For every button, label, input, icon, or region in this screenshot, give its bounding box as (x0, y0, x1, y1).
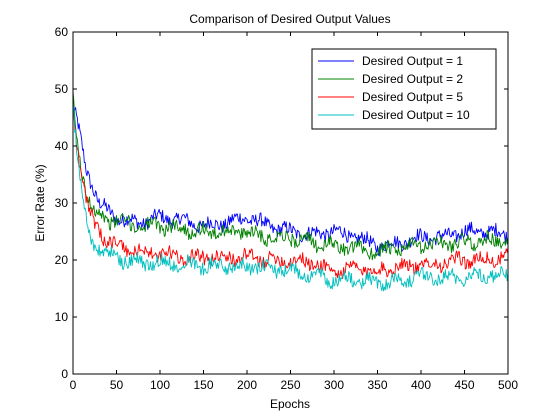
y-axis-title: Error Rate (%) (33, 164, 47, 241)
x-tick-label: 150 (193, 378, 213, 392)
tick-layer: 0 50 100 150 200 250 300 350 400 450 500 0 10 20 30 40 5… (55, 25, 519, 392)
legend-label-1: Desired Output = 1 (362, 54, 463, 68)
legend-box (311, 48, 497, 130)
y-tick-label: 10 (55, 310, 69, 324)
x-tick-label: 100 (150, 378, 170, 392)
x-tick-label: 250 (280, 378, 300, 392)
x-tick-label: 50 (110, 378, 124, 392)
y-tick-label: 30 (55, 196, 69, 210)
legend: Desired Output = 1 Desired Output = 2 Desi… (311, 48, 497, 130)
series-line-4 (72, 103, 509, 292)
x-tick-label: 400 (411, 378, 431, 392)
legend-label-2: Desired Output = 2 (362, 72, 463, 86)
x-tick-label: 200 (237, 378, 257, 392)
series-line-1 (72, 103, 509, 256)
chart-title: Comparison of Desired Output Values (189, 12, 390, 26)
series-layer (72, 90, 509, 292)
legend-label-4: Desired Output = 10 (362, 108, 470, 122)
x-tick-label: 450 (454, 378, 474, 392)
x-tick-label: 350 (367, 378, 387, 392)
series-line-2 (72, 90, 509, 261)
x-axis-title: Epochs (270, 397, 310, 411)
legend-label-3: Desired Output = 5 (362, 90, 463, 104)
y-tick-label: 40 (55, 139, 69, 153)
y-tick-label: 60 (55, 25, 69, 39)
y-tick-label: 20 (55, 253, 69, 267)
x-tick-label: 500 (498, 378, 518, 392)
y-tick-label: 0 (61, 367, 68, 381)
x-tick-label: 0 (70, 378, 77, 392)
series-line-3 (72, 104, 509, 280)
x-tick-label: 300 (324, 378, 344, 392)
y-tick-label: 50 (55, 82, 69, 96)
